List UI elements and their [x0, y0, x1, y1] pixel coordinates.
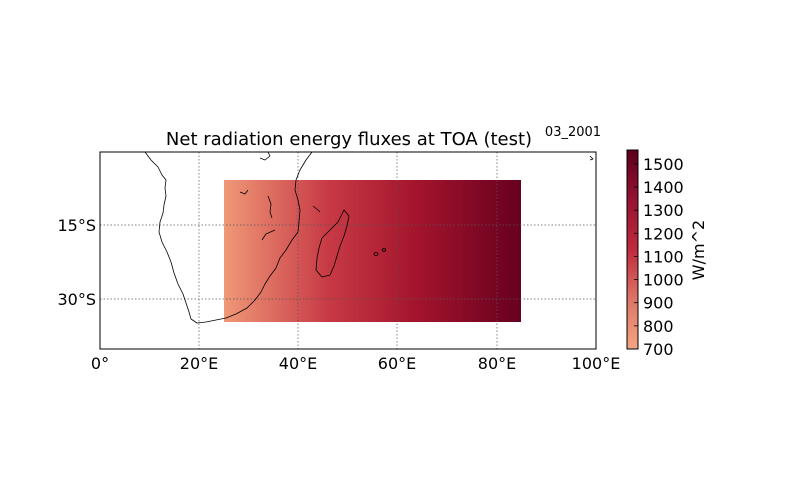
flux-field — [224, 180, 521, 322]
coastlines — [144, 152, 594, 324]
colorbar-tick-label: 1100 — [643, 247, 684, 266]
map-subtitle: 03_2001 — [545, 125, 601, 140]
colorbar-tick-label: 800 — [643, 317, 674, 336]
lake-victoria — [259, 152, 271, 161]
lon-label-20: 20°E — [180, 354, 218, 373]
map-title: Net radiation energy fluxes at TOA (test… — [166, 129, 532, 150]
colorbar-tick-label: 1000 — [643, 271, 684, 290]
reunion — [381, 248, 387, 252]
lon-label-60: 60°E — [378, 354, 416, 373]
lat-label-30s: 30°S — [57, 290, 96, 309]
colorbar-label: W/m^2 — [689, 220, 708, 280]
gridlines — [100, 152, 596, 349]
colorbar-tick-label: 1500 — [643, 155, 684, 174]
colorbar-tick-label: 1400 — [643, 178, 684, 197]
colorbar-tick-label: 1300 — [643, 201, 684, 220]
mauritius — [373, 252, 379, 256]
africa-west-coast — [144, 152, 313, 324]
lake-malawi — [261, 229, 276, 241]
lon-label-0: 0° — [91, 354, 109, 373]
colorbar — [626, 149, 639, 350]
colorbar-ticks: 700 800 900 1000 1100 1200 1300 1400 1500 — [634, 155, 684, 359]
seychelles — [589, 155, 594, 161]
horn-coast — [239, 189, 249, 195]
lon-tick-labels: 0° 20°E 40°E 60°E 80°E 100°E — [91, 354, 620, 373]
colorbar-tick-label: 900 — [643, 294, 674, 313]
colorbar-tick-label: 700 — [643, 340, 674, 359]
lake-tanganyika — [267, 195, 273, 219]
map-frame — [99, 151, 597, 350]
lon-label-80: 80°E — [478, 354, 516, 373]
madagascar-coast — [315, 209, 350, 278]
colorbar-tick-label: 1200 — [643, 224, 684, 243]
lon-label-40: 40°E — [279, 354, 317, 373]
lon-label-100: 100°E — [572, 354, 621, 373]
comoros — [312, 205, 321, 213]
lat-tick-labels: 15°S 30°S — [57, 216, 96, 309]
lat-label-15s: 15°S — [57, 216, 96, 235]
